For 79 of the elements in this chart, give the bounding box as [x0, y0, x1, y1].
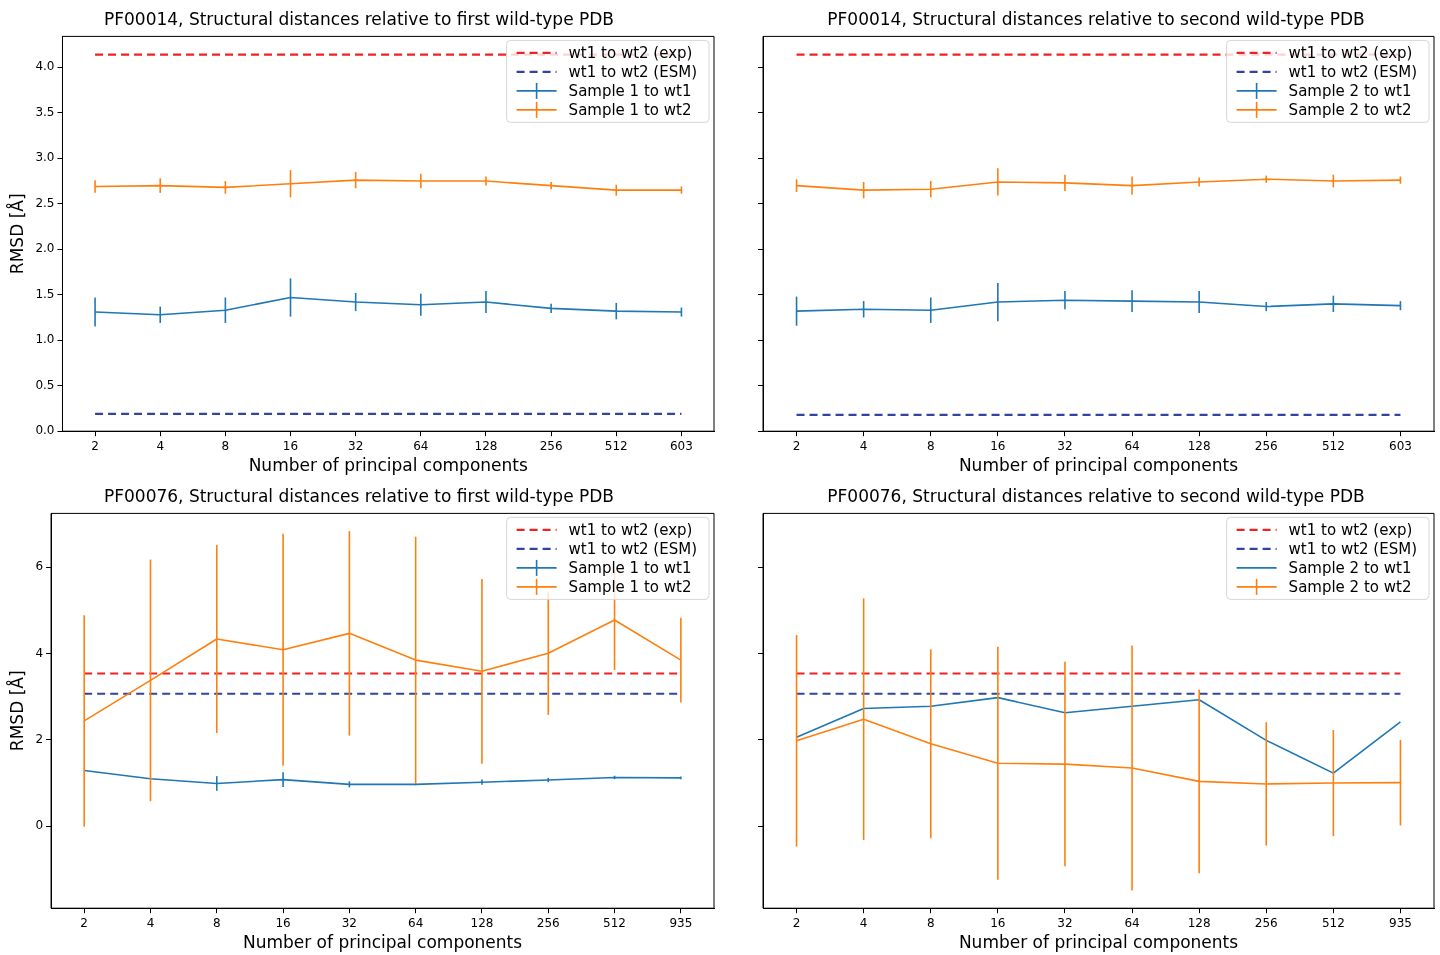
y-tick-label: 2.5 — [35, 195, 55, 210]
y-tick-label: 3.0 — [35, 150, 55, 165]
x-tick-label: 4 — [859, 915, 868, 930]
x-tick-label: 4 — [156, 438, 165, 453]
y-tick-label: 4.0 — [35, 59, 55, 74]
y-tick-label: 6 — [35, 559, 44, 574]
x-axis-title: Number of principal components — [242, 932, 523, 953]
x-tick-label: 16 — [990, 438, 1006, 453]
x-tick-label: 64 — [408, 915, 424, 930]
legend-label: wt1 to wt2 (ESM) — [1288, 539, 1418, 558]
x-tick-label: 128 — [470, 915, 494, 930]
legend-label: Sample 1 to wt2 — [568, 577, 692, 596]
chart-title: PF00014, Structural distances relative to second wild-type PDB — [827, 8, 1365, 29]
y-axis-title: RMSD [Å] — [5, 670, 27, 752]
legend-label: wt1 to wt2 (ESM) — [1288, 62, 1418, 81]
x-tick-label: 64 — [1124, 915, 1140, 930]
x-tick-label: 32 — [341, 915, 358, 930]
y-tick-label: 0.0 — [35, 423, 55, 438]
x-tick-label: 2 — [792, 438, 801, 453]
legend-label: wt1 to wt2 (exp) — [568, 520, 693, 539]
x-tick-label: 2 — [792, 915, 801, 930]
chart-title: PF00076, Structural distances relative to second wild-type PDB — [827, 485, 1365, 506]
y-tick-label: 0.5 — [35, 377, 55, 392]
legend-label: wt1 to wt2 (exp) — [1288, 520, 1413, 539]
y-axis-title: RMSD [Å] — [5, 193, 27, 275]
legend-label: wt1 to wt2 (ESM) — [568, 539, 698, 558]
x-tick-label: 2 — [80, 915, 88, 930]
x-axis-title: Number of principal components — [958, 455, 1239, 476]
x-tick-label: 16 — [275, 915, 291, 930]
y-tick-label: 3.5 — [35, 104, 55, 119]
ref-line-label: wt1 to wt2 (exp) — [1288, 43, 1413, 62]
legend-label: Sample 2 to wt2 — [1288, 100, 1412, 119]
y-tick-label: 0 — [35, 818, 44, 833]
x-tick-label: 512 — [1321, 438, 1345, 453]
x-tick-label: 128 — [1187, 438, 1211, 453]
legend-label: wt1 to wt2 (ESM) — [568, 62, 698, 81]
x-tick-label: 8 — [212, 915, 221, 930]
legend-label: Sample 2 to wt1 — [1288, 558, 1412, 577]
x-tick-label: 8 — [926, 438, 935, 453]
legend-label: Sample 1 to wt2 — [568, 100, 692, 119]
x-tick-label: 32 — [348, 438, 364, 453]
x-tick-label: 16 — [282, 438, 299, 453]
legend-label: Sample 1 to wt1 — [568, 81, 692, 100]
x-tick-label: 8 — [221, 438, 230, 453]
legend-label: Sample 2 to wt1 — [1288, 81, 1412, 100]
x-tick-label: 935 — [669, 915, 693, 930]
x-tick-label: 64 — [413, 438, 429, 453]
ref-line-label: wt1 to wt2 (exp) — [568, 43, 693, 62]
x-tick-label: 512 — [603, 915, 627, 930]
x-tick-label: 603 — [669, 438, 693, 453]
x-tick-label: 512 — [604, 438, 628, 453]
x-tick-label: 4 — [146, 915, 155, 930]
x-tick-label: 256 — [536, 915, 560, 930]
chart-title: PF00076, Structural distances relative to first wild-type PDB — [103, 485, 615, 506]
chart-title: PF00014, Structural distances relative to first wild-type PDB — [103, 8, 615, 29]
x-tick-label: 128 — [474, 438, 498, 453]
legend-label: Sample 2 to wt2 — [1288, 577, 1412, 596]
y-tick-label: 1.5 — [35, 286, 55, 301]
x-tick-label: 603 — [1389, 438, 1412, 453]
x-tick-label: 32 — [1057, 438, 1073, 453]
y-tick-label: 2.0 — [35, 241, 55, 256]
x-axis-title: Number of principal components — [248, 455, 528, 476]
y-tick-label: 2 — [35, 732, 44, 747]
x-axis-title: Number of principal components — [958, 932, 1239, 953]
legend-label: Sample 1 to wt1 — [568, 558, 692, 577]
x-tick-label: 8 — [926, 915, 935, 930]
y-tick-label: 1.0 — [35, 332, 55, 347]
y-tick-label: 4 — [35, 645, 44, 660]
x-tick-label: 4 — [859, 438, 868, 453]
x-tick-label: 16 — [990, 915, 1006, 930]
x-tick-label: 512 — [1321, 915, 1345, 930]
x-tick-label: 128 — [1187, 915, 1211, 930]
x-tick-label: 935 — [1389, 915, 1412, 930]
x-tick-label: 64 — [1124, 438, 1140, 453]
x-tick-label: 32 — [1057, 915, 1073, 930]
x-tick-label: 256 — [539, 438, 563, 453]
x-tick-label: 256 — [1254, 438, 1278, 453]
x-tick-label: 2 — [91, 438, 99, 453]
x-tick-label: 256 — [1254, 915, 1278, 930]
